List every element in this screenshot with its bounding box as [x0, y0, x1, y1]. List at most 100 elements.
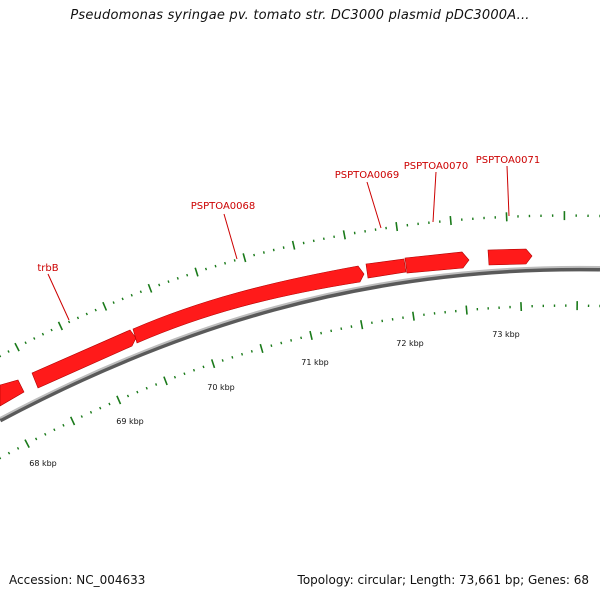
outer-tick-minor	[186, 273, 189, 277]
gene-arrows	[0, 248, 533, 407]
outer-tick-minor	[158, 283, 161, 287]
inner-tick-minor	[62, 423, 65, 427]
outer-tick-minor	[262, 251, 265, 254]
plasmid-backbone	[0, 265, 600, 419]
inner-tick-minor	[202, 365, 205, 369]
inner-tick-minor	[7, 451, 11, 455]
scale-label-70kbp: 70 kbp	[207, 383, 235, 392]
outer-tick-major	[395, 221, 399, 232]
inner-tick-minor	[99, 406, 102, 410]
outer-tick-minor	[130, 293, 133, 297]
gene-arrow	[0, 379, 25, 407]
outer-tick-major	[147, 283, 153, 293]
accession-text: Accession: NC_004633	[9, 573, 146, 587]
gene-arrow-PSPTOA0068	[132, 265, 365, 344]
gene-label-trbB: trbB	[37, 263, 58, 274]
scale-label-71kbp: 71 kbp	[301, 358, 329, 367]
gene-labels: trbB PSPTOA0068 PSPTOA0069 PSPTOA0070 PS…	[37, 155, 540, 274]
inner-tick-minor	[145, 386, 148, 390]
inner-tick-minor	[300, 336, 303, 340]
outer-tick-minor	[50, 328, 53, 332]
outer-tick-minor	[204, 267, 208, 271]
inner-tick-minor	[350, 325, 353, 328]
outer-tick-minor	[167, 280, 170, 283]
outer-tick-major	[449, 216, 452, 226]
gene-arrow-PSPTOA0070	[404, 251, 470, 274]
gene-label-PSPTOA0071: PSPTOA0071	[476, 155, 541, 166]
outer-tick-minor	[312, 239, 315, 243]
inner-tick-minor	[270, 344, 273, 347]
inner-tick-major	[210, 359, 216, 369]
inner-tick-minor	[250, 349, 253, 353]
outer-tick-minor	[233, 259, 236, 262]
inner-tick-major	[69, 416, 76, 426]
inner-tick-major	[465, 305, 468, 315]
inner-tick-minor	[173, 375, 177, 379]
outer-tick-minor	[67, 320, 71, 324]
gene-leader-lines	[47, 165, 510, 321]
outer-tick-minor	[302, 241, 305, 245]
leader-line-PSPTOA0069	[366, 181, 382, 229]
outer-tick-major	[242, 253, 247, 263]
inner-tick-major	[163, 376, 168, 386]
map-title: Pseudomonas syringae pv. tomato str. DC3…	[70, 8, 530, 23]
scale-label-68kbp: 68 kbp	[29, 459, 57, 468]
outer-tick-major	[342, 230, 346, 240]
outer-tick-minor	[76, 316, 80, 320]
inner-tick-minor	[0, 456, 2, 460]
scale-labels: 68 kbp 69 kbp 70 kbp 71 kbp 72 kbp 73 kb…	[29, 330, 520, 468]
leader-line-trbB	[47, 273, 70, 321]
inner-tick-minor	[108, 402, 111, 406]
outer-tick-minor	[139, 290, 142, 294]
outer-tick-major	[194, 267, 199, 277]
outer-tick-minor	[121, 297, 124, 301]
inner-tick-minor	[126, 394, 130, 398]
gene-arrow-PSPTOA0071	[487, 248, 533, 266]
inner-tick-minor	[330, 329, 333, 333]
outer-tick-major	[102, 301, 108, 311]
inner-tick-minor	[231, 355, 234, 359]
outer-tick-minor	[253, 253, 256, 257]
outer-tick-minor	[0, 354, 2, 358]
gene-label-PSPTOA0070: PSPTOA0070	[404, 161, 469, 172]
gene-arrow-PSPTOA0069	[365, 258, 407, 279]
outer-tick-minor	[85, 312, 88, 316]
inner-tick-minor	[53, 428, 56, 432]
leader-line-PSPTOA0071	[506, 165, 510, 217]
outer-tick-minor	[112, 301, 115, 304]
inner-tick-minor	[16, 446, 20, 450]
topology-summary-text: Topology: circular; Length: 73,661 bp; G…	[297, 573, 589, 587]
inner-tick-minor	[280, 341, 283, 345]
inner-tick-minor	[34, 437, 38, 441]
outer-ticks	[0, 211, 600, 358]
inner-tick-major	[116, 395, 122, 405]
scale-label-73kbp: 73 kbp	[492, 330, 520, 339]
outer-tick-minor	[94, 308, 97, 312]
inner-tick-minor	[80, 415, 83, 418]
outer-tick-major	[291, 240, 296, 250]
gene-arrow-trbB	[31, 329, 137, 389]
inner-tick-minor	[221, 359, 224, 362]
inner-ticks	[0, 301, 600, 460]
inner-tick-minor	[89, 410, 93, 414]
leader-line-PSPTOA0070	[432, 171, 437, 223]
outer-tick-major	[57, 321, 64, 331]
gene-label-PSPTOA0069: PSPTOA0069	[335, 170, 400, 181]
scale-label-69kbp: 69 kbp	[116, 417, 144, 426]
outer-tick-minor	[24, 341, 27, 345]
inner-tick-minor	[241, 352, 244, 356]
outer-tick-minor	[7, 350, 10, 353]
leader-line-PSPTOA0068	[223, 213, 238, 260]
inner-tick-major	[360, 320, 364, 330]
inner-tick-major	[259, 343, 264, 354]
inner-tick-minor	[192, 368, 196, 372]
inner-tick-minor	[183, 372, 186, 376]
outer-tick-minor	[176, 276, 179, 280]
outer-tick-minor	[272, 248, 275, 252]
inner-tick-minor	[44, 432, 47, 436]
outer-tick-minor	[33, 337, 36, 340]
outer-tick-major	[14, 342, 20, 352]
inner-tick-minor	[155, 383, 158, 386]
backbone-shadow	[0, 266, 600, 423]
